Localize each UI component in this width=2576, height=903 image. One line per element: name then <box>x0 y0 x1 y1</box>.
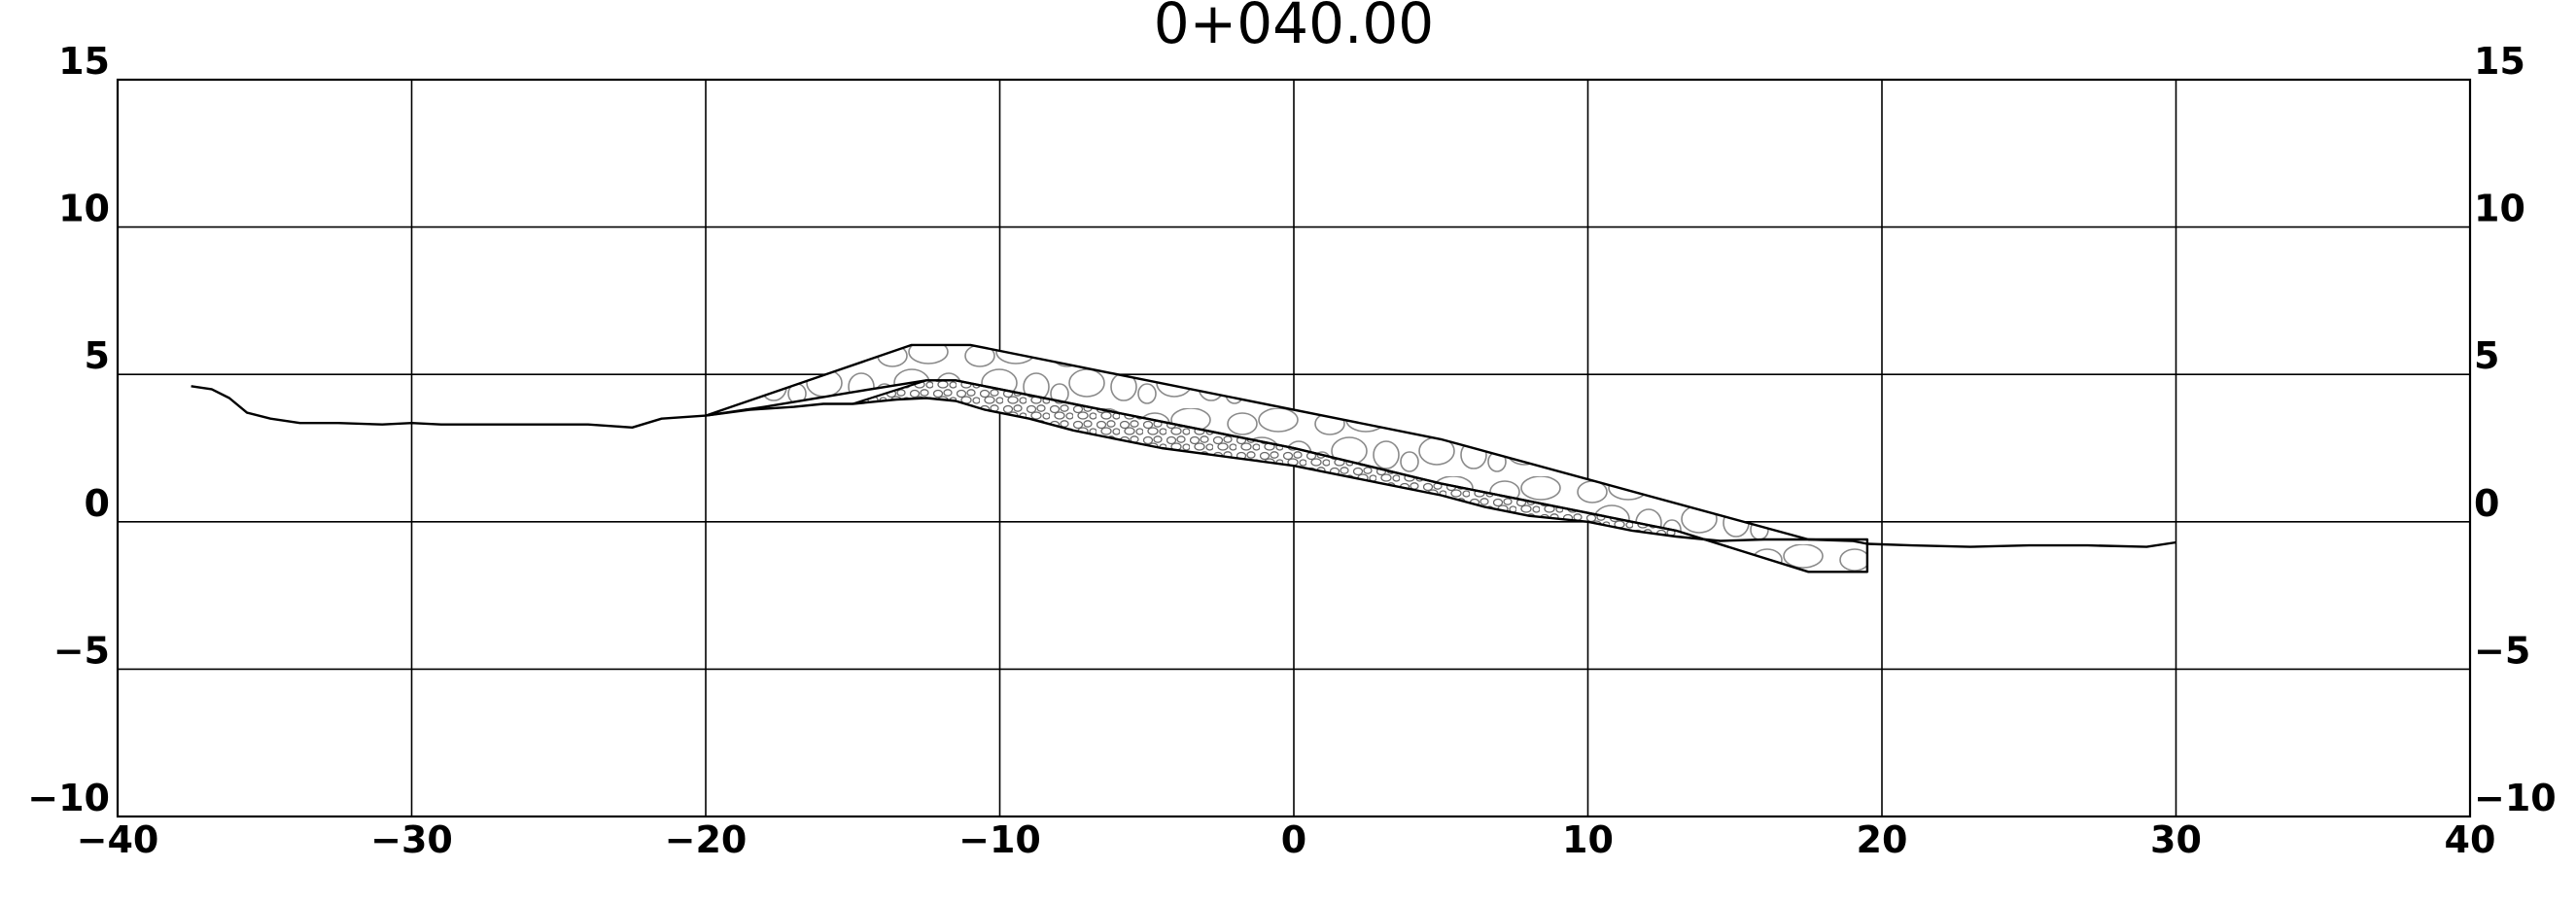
x-tick-label: −20 <box>665 818 748 861</box>
gravel-filter-fill <box>853 380 1677 537</box>
x-axis-tick-labels: −40 −30 −20 −10 0 10 20 30 40 <box>77 818 2496 861</box>
x-tick-label: 20 <box>1857 818 1908 861</box>
y-tick-label-left: 10 <box>58 188 110 230</box>
x-tick-label: −40 <box>77 818 159 861</box>
embankment-fill <box>706 344 1867 573</box>
y-tick-label-left: −5 <box>53 629 110 672</box>
plot-frame <box>116 78 2472 818</box>
riprap-fill <box>706 344 1867 573</box>
y-tick-label-left: 0 <box>85 482 110 525</box>
x-tick-label: −10 <box>958 818 1041 861</box>
y-tick-label-right: 0 <box>2474 482 2499 525</box>
x-tick-label: −30 <box>370 818 453 861</box>
x-tick-label: 30 <box>2150 818 2202 861</box>
section-title: 0+040.00 <box>1154 0 1434 56</box>
profile-lines <box>191 343 2176 573</box>
y-tick-label-right: 15 <box>2474 40 2525 83</box>
y-tick-label-left: 5 <box>85 334 110 377</box>
y-tick-label-right: −10 <box>2474 777 2557 819</box>
filter-layer-line <box>852 379 1677 532</box>
ground-profile-line <box>191 385 2176 548</box>
y-tick-label-left: 15 <box>58 40 110 83</box>
x-tick-label: 40 <box>2445 818 2496 861</box>
y-tick-label-right: 5 <box>2474 334 2499 377</box>
grid <box>118 80 2470 816</box>
x-tick-label: 0 <box>1281 818 1306 861</box>
y-tick-label-right: −5 <box>2474 629 2530 672</box>
y-tick-label-right: 10 <box>2474 188 2525 230</box>
x-tick-label: 10 <box>1562 818 1614 861</box>
y-tick-label-left: −10 <box>27 777 110 819</box>
y-axis-tick-labels: 15 15 10 10 5 5 0 0 −5 −5 −10 −10 <box>27 40 2556 819</box>
